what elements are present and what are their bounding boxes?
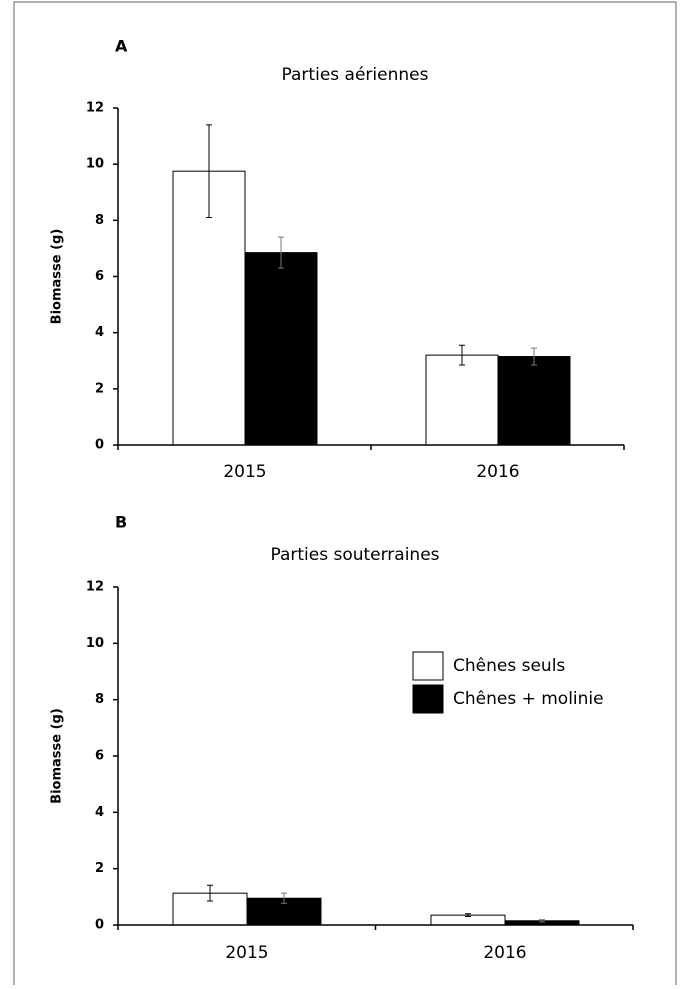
y-tick-label: 10 bbox=[86, 157, 104, 172]
x-tick-label: 2016 bbox=[483, 943, 526, 963]
legend-swatch bbox=[412, 684, 444, 714]
frame bbox=[13, 1, 677, 985]
error-bar bbox=[531, 347, 537, 366]
chart-title: Parties souterraines bbox=[270, 545, 439, 565]
y-tick-label: 2 bbox=[95, 861, 104, 876]
legend-label: Chênes + molinie bbox=[453, 689, 604, 709]
legend-label: Chênes seuls bbox=[453, 656, 565, 676]
x-tick-label: 2015 bbox=[225, 943, 268, 963]
bar bbox=[497, 356, 571, 446]
error-bar bbox=[278, 236, 284, 269]
y-tick-label: 8 bbox=[95, 213, 104, 228]
y-tick-label: 6 bbox=[95, 269, 104, 284]
y-tick-label: 10 bbox=[86, 636, 104, 651]
y-axis-label: Biomasse (g) bbox=[50, 708, 65, 804]
x-tick-label: 2015 bbox=[223, 462, 266, 482]
legend-swatch bbox=[412, 651, 444, 681]
error-bar bbox=[281, 892, 287, 904]
y-tick-label: 2 bbox=[95, 381, 104, 396]
y-tick-label: 12 bbox=[86, 580, 104, 595]
x-tick-label: 2016 bbox=[476, 462, 519, 482]
error-bar bbox=[459, 344, 465, 366]
error-bar bbox=[207, 884, 213, 902]
error-bar bbox=[206, 124, 212, 219]
error-bar bbox=[465, 913, 471, 918]
y-tick-label: 0 bbox=[95, 918, 104, 933]
chart-title: Parties aériennes bbox=[282, 65, 429, 85]
y-tick-label: 12 bbox=[86, 101, 104, 116]
y-tick-label: 8 bbox=[95, 692, 104, 707]
panel-label: B bbox=[115, 513, 127, 532]
y-tick-label: 6 bbox=[95, 749, 104, 764]
error-bar bbox=[539, 919, 545, 923]
y-tick-label: 4 bbox=[95, 805, 104, 820]
bar bbox=[244, 252, 318, 446]
bar bbox=[425, 354, 499, 446]
y-axis-label: Biomasse (g) bbox=[50, 229, 65, 325]
panel-label: A bbox=[115, 37, 128, 56]
y-tick-label: 0 bbox=[95, 438, 104, 453]
y-tick-label: 4 bbox=[95, 325, 104, 340]
